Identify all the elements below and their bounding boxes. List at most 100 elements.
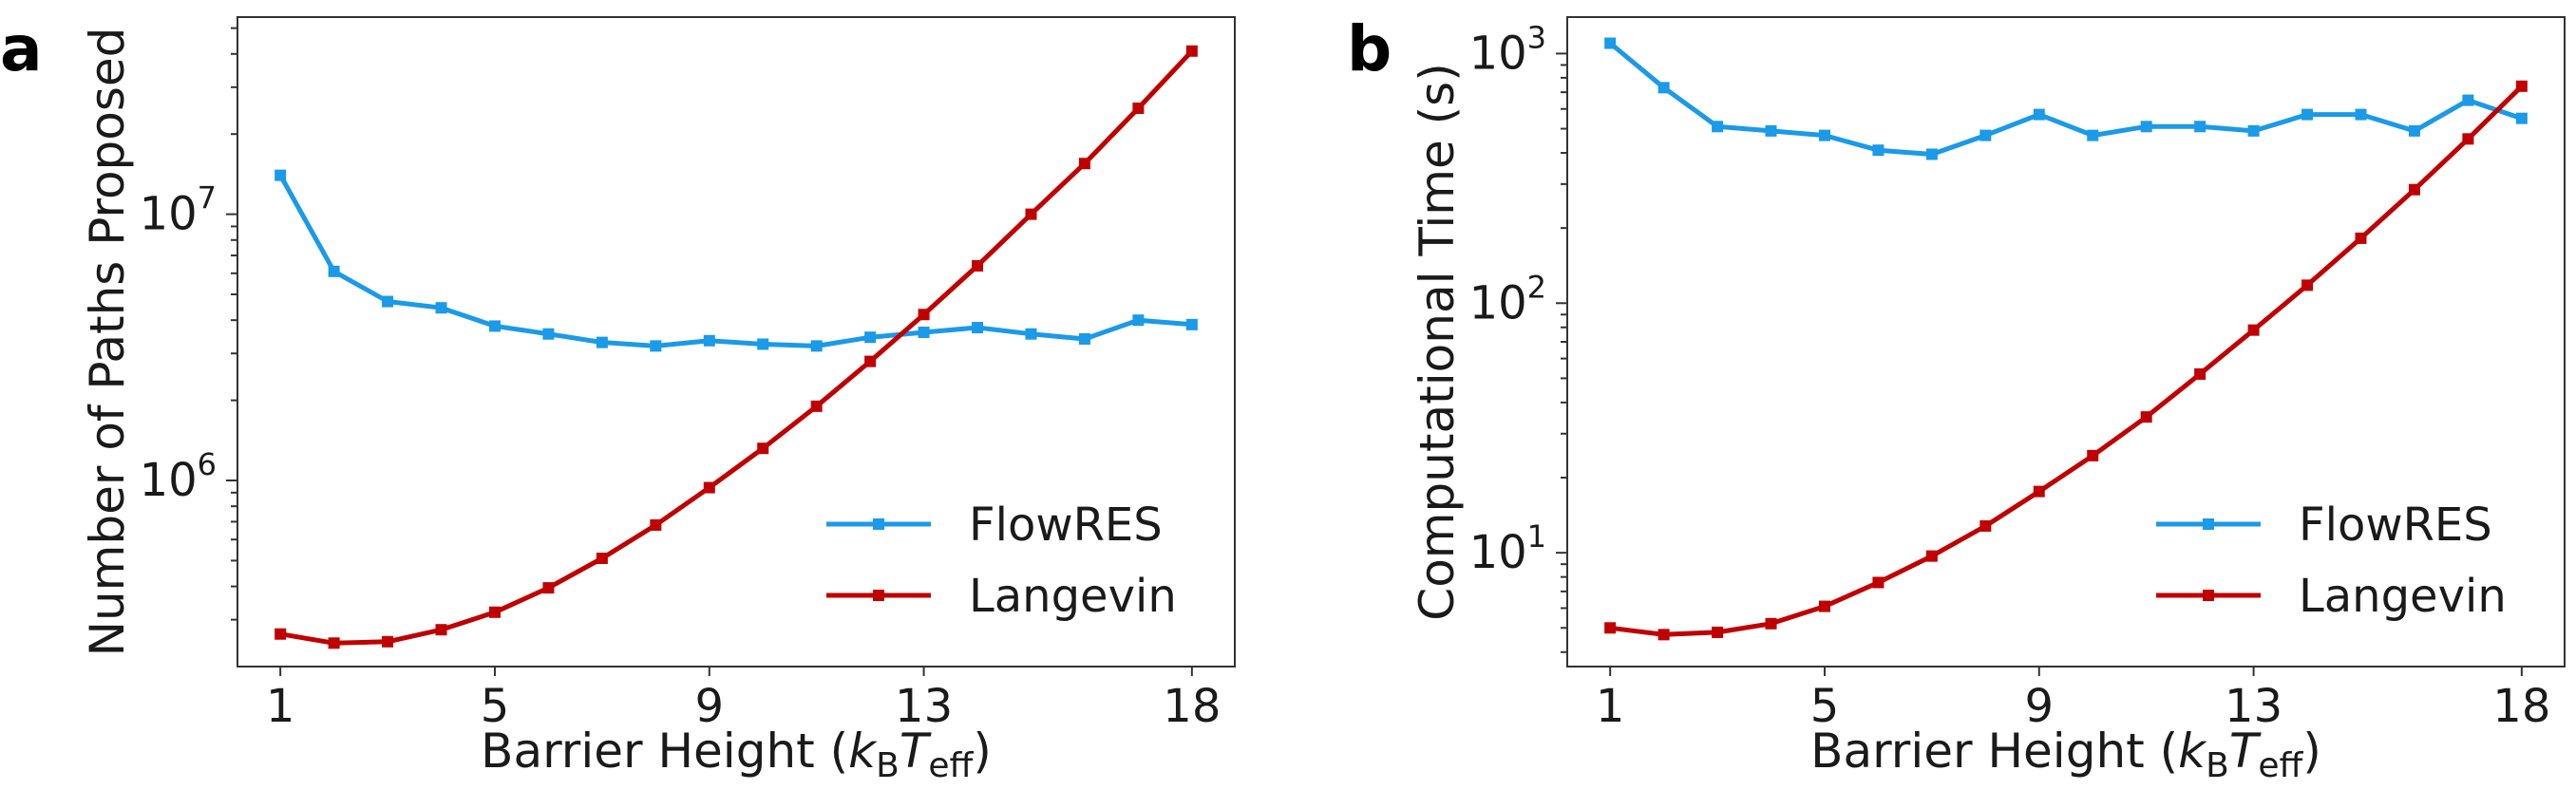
point-langevin-a-7 [596,553,608,565]
y-tick-label-b-3: 103 [1469,19,1546,80]
point-flowres-b-9 [2033,108,2045,121]
x-tick-label-a-1: 1 [266,680,295,733]
point-flowres-a-18 [1185,318,1198,330]
point-langevin-a-17 [1132,103,1145,115]
point-flowres-a-6 [542,328,555,340]
x-tick-label-b-18: 18 [2492,680,2550,733]
series-line-flowres-a [278,174,1193,348]
x-axis-label-b: Barrier Height (kBTeff) [1810,724,2321,785]
x-axis-label-b-tsub: eff [2258,746,2303,785]
x-tick-label-a-13: 13 [895,680,953,733]
point-flowres-b-5 [1818,129,1830,141]
point-langevin-a-3 [382,635,394,648]
series-markers-a [275,45,1198,649]
point-flowres-a-3 [382,295,394,308]
point-langevin-a-10 [757,442,769,455]
point-langevin-a-8 [650,518,662,531]
point-langevin-b-18 [2515,80,2528,92]
point-flowres-a-16 [1078,332,1090,345]
x-tick-label-a-5: 5 [481,680,510,733]
point-flowres-b-18 [2515,112,2528,124]
x-tick-label-b-9: 9 [2025,680,2055,733]
series-lines-b [1608,41,2524,637]
point-langevin-b-2 [1657,629,1670,641]
x-axis-label-a-T: T [900,724,932,779]
point-flowres-b-2 [1657,82,1670,94]
point-langevin-a-15 [1025,208,1037,220]
panel-a: a 1 5 9 13 18 106 107 Number of Paths Proposed… [0,12,1236,785]
point-flowres-a-5 [488,320,501,332]
x-axis-label-a-k: k [848,724,878,779]
y-axis-label-a: Number of Paths Proposed [80,28,135,657]
y-axis-label-b: Computational Time (s) [1410,63,1465,620]
point-langevin-a-5 [488,606,501,618]
y-tick-label-b-1: 101 [1469,518,1546,579]
x-axis-label-a-pre: Barrier Height ( [481,724,848,779]
point-flowres-a-8 [650,340,662,352]
legend-marker-langevin-a [873,590,884,601]
legend-b: FlowRES Langevin [2156,498,2507,623]
point-langevin-b-1 [1604,622,1617,634]
x-axis-label-b-T: T [2229,724,2262,779]
point-langevin-a-12 [864,355,877,367]
series-lines-a [278,49,1194,646]
x-tick-label-a-9: 9 [695,680,725,733]
point-flowres-b-15 [2355,108,2367,121]
point-flowres-a-15 [1025,328,1037,340]
point-langevin-b-13 [2247,324,2260,336]
point-flowres-b-17 [2462,94,2474,106]
point-langevin-b-17 [2462,133,2474,145]
point-langevin-b-7 [1925,550,1938,562]
point-langevin-b-9 [2033,485,2045,498]
ticks-a: 1 5 9 13 18 106 107 [140,27,1221,733]
point-flowres-a-7 [596,336,608,348]
point-flowres-b-8 [1979,129,1992,141]
point-flowres-b-7 [1925,148,1938,160]
point-flowres-b-1 [1604,37,1617,49]
series-markers-b [1604,37,2528,641]
ticks-b: 1 5 9 13 18 101 102 103 [1469,19,2551,733]
x-axis-label-b-k: k [2178,724,2207,779]
point-langevin-a-9 [703,481,715,494]
series-line-langevin-a [279,49,1194,646]
point-langevin-b-3 [1712,626,1724,638]
point-langevin-b-12 [2194,367,2207,380]
plot-frame-a [237,16,1236,668]
x-axis-label-a-tsub: eff [928,746,974,785]
x-axis-label-b-post: ) [2302,724,2321,779]
point-langevin-a-13 [918,309,930,321]
panel-label-b: b [1347,12,1392,85]
panel-b: b 1 5 9 13 18 101 102 103 Computational Time (s… [1347,12,2566,785]
point-langevin-b-14 [2301,279,2314,292]
point-langevin-a-6 [542,582,555,594]
legend-label-langevin-b: Langevin [2299,570,2507,623]
point-flowres-a-10 [757,338,769,350]
x-axis-label-b-ksub: B [2206,746,2229,785]
x-tick-label-b-13: 13 [2225,680,2282,733]
point-flowres-b-11 [2140,121,2152,133]
point-langevin-b-4 [1765,617,1777,630]
x-axis-label-a: Barrier Height (kBTeff) [481,724,992,785]
x-tick-label-b-1: 1 [1596,680,1625,733]
y-tick-label-a-6: 106 [140,446,217,507]
point-langevin-b-6 [1872,576,1885,589]
x-tick-label-a-18: 18 [1163,680,1221,733]
x-axis-label-b-pre: Barrier Height ( [1810,724,2178,779]
point-flowres-b-10 [2087,129,2099,141]
point-flowres-a-13 [918,327,930,339]
point-langevin-b-8 [1979,519,1992,532]
point-flowres-a-14 [972,322,984,334]
point-flowres-a-2 [328,265,340,277]
point-flowres-b-4 [1765,124,1777,137]
point-flowres-b-13 [2247,124,2260,137]
point-langevin-a-2 [328,637,340,649]
point-langevin-a-14 [972,259,984,272]
point-flowres-b-16 [2408,124,2420,137]
point-langevin-a-11 [810,400,823,412]
point-langevin-a-16 [1078,158,1090,170]
point-langevin-a-1 [275,628,287,640]
legend-label-flowres-a: FlowRES [969,498,1163,552]
panel-label-a: a [0,12,43,85]
point-flowres-b-6 [1872,144,1885,157]
